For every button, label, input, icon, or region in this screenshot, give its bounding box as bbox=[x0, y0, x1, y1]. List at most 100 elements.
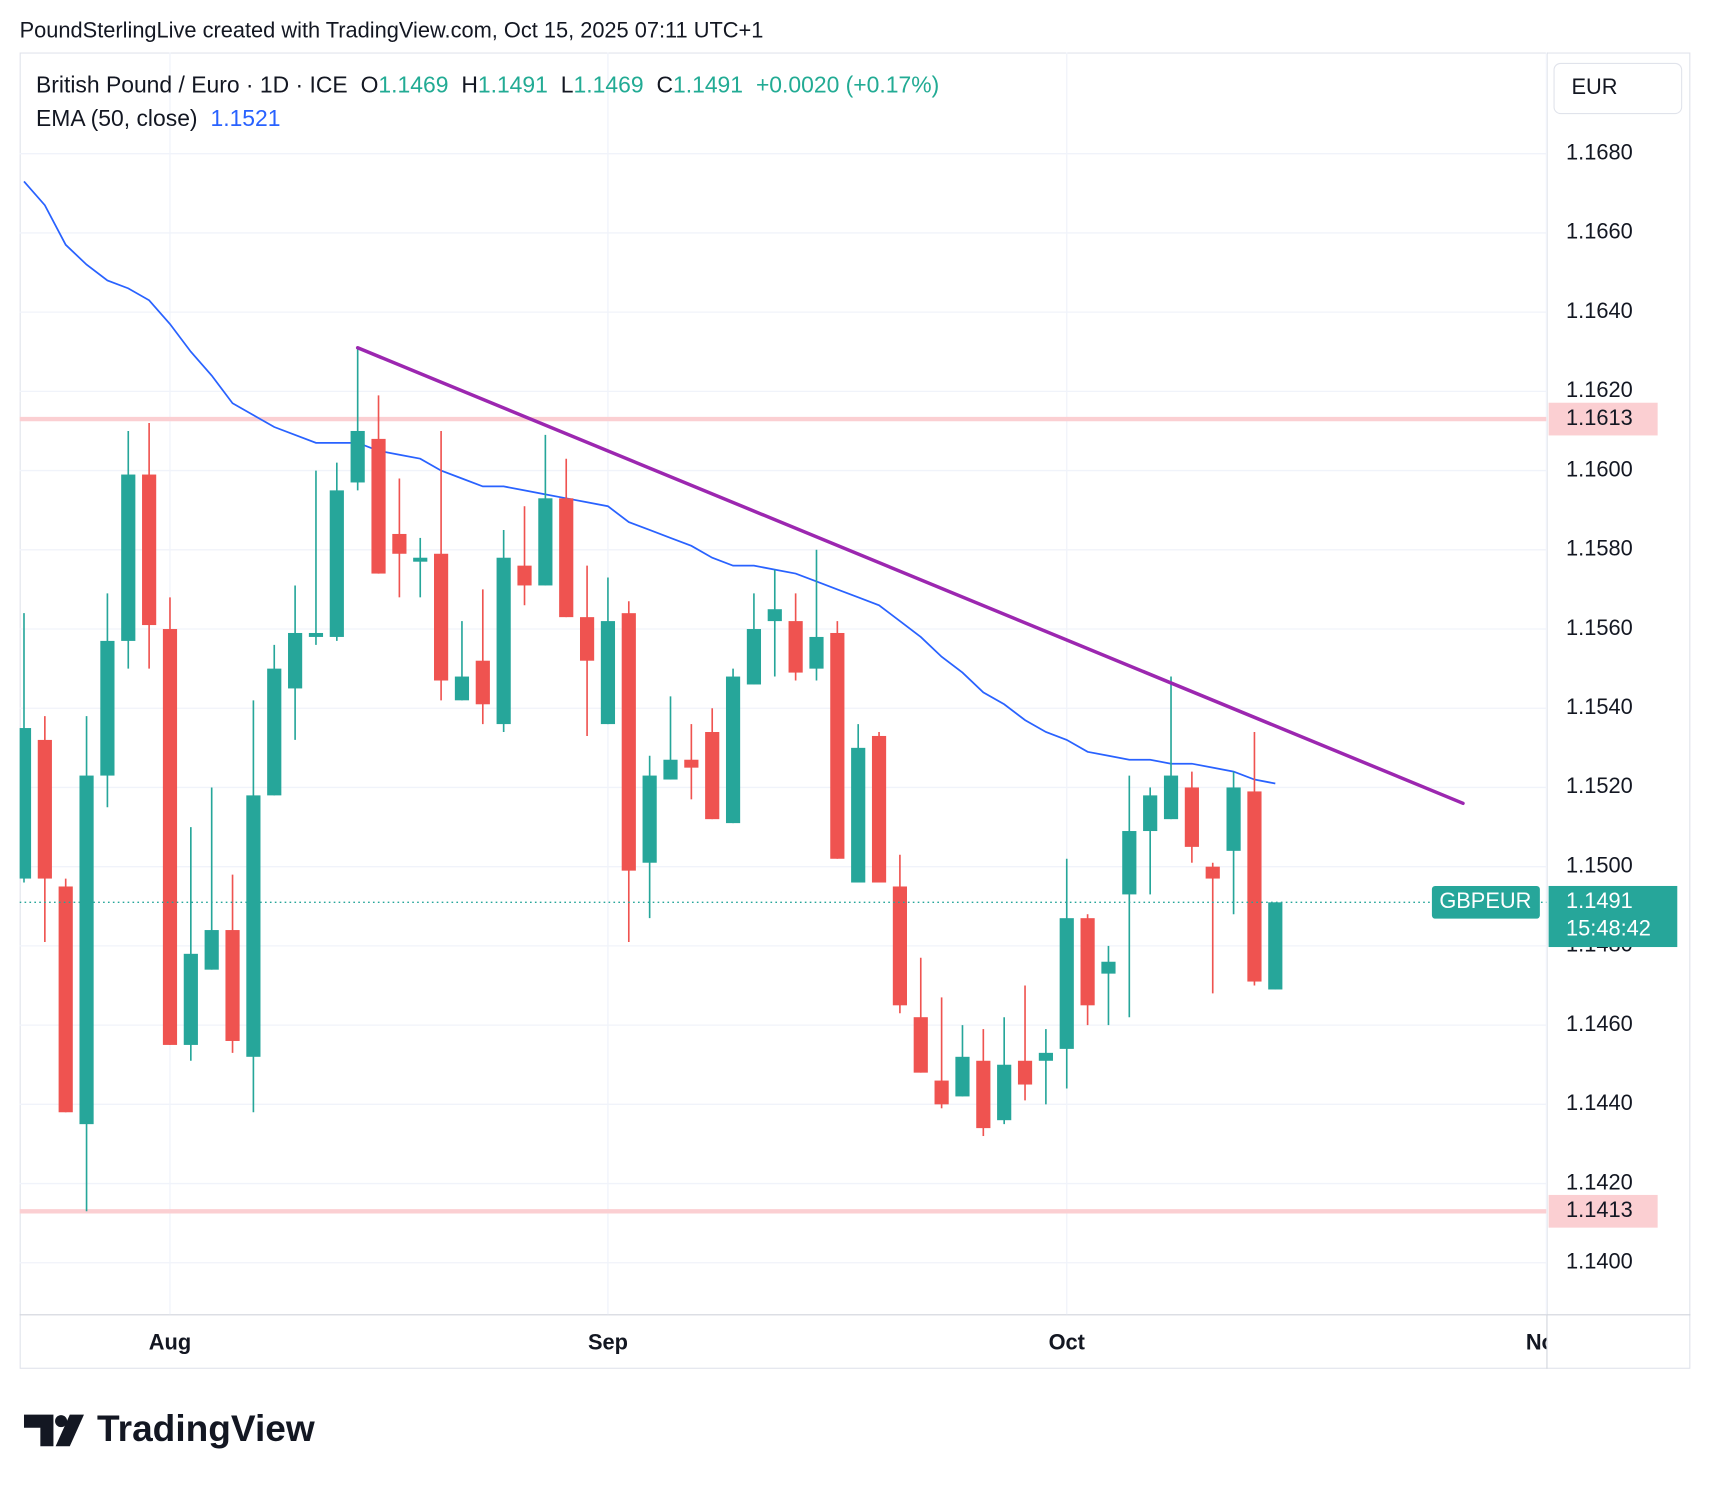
symbol-label: GBPEUR bbox=[1439, 888, 1531, 913]
x-tick-label: Sep bbox=[588, 1329, 628, 1354]
logo-icon bbox=[55, 1414, 84, 1447]
legend-row: British Pound / Euro · 1D · ICE O1.1469 … bbox=[36, 71, 939, 97]
candle-body bbox=[37, 739, 52, 879]
candle-body bbox=[725, 676, 741, 824]
y-tick-label: 1.1520 bbox=[1566, 773, 1633, 798]
high-value: 1.1491 bbox=[478, 71, 548, 97]
ema-value: 1.1521 bbox=[210, 105, 280, 131]
candle-body bbox=[288, 632, 303, 689]
candle-body bbox=[1059, 918, 1074, 1049]
plot bbox=[19, 180, 1547, 1214]
y-tick-label: 1.1560 bbox=[1566, 615, 1633, 640]
level-label: 1.1413 bbox=[1566, 1197, 1633, 1222]
candle-body bbox=[308, 632, 324, 637]
candle-body bbox=[934, 1080, 949, 1105]
currency-box[interactable] bbox=[1553, 62, 1683, 115]
symbol: British Pound / Euro · 1D · ICE bbox=[36, 71, 348, 97]
low-value: 1.1469 bbox=[574, 71, 644, 97]
trendline bbox=[355, 346, 1465, 806]
logo-text: TradingView bbox=[97, 1407, 315, 1449]
candle-body bbox=[162, 629, 178, 1045]
y-tick-label: 1.1660 bbox=[1566, 219, 1633, 244]
high-label: H bbox=[461, 71, 478, 97]
y-tick-label: 1.1460 bbox=[1566, 1011, 1633, 1036]
candle-body bbox=[1101, 961, 1116, 974]
price-axis: EUR 1.14001.14201.14401.14601.14801.1500… bbox=[1553, 62, 1683, 1274]
candle-body bbox=[851, 747, 866, 883]
currency: EUR bbox=[1571, 74, 1617, 99]
candle-body bbox=[225, 930, 240, 1041]
candle-body bbox=[913, 1017, 928, 1073]
candle-body bbox=[246, 795, 261, 1057]
y-tick-label: 1.1600 bbox=[1566, 456, 1633, 481]
candle-body bbox=[600, 621, 616, 725]
candle-body bbox=[830, 632, 845, 859]
price-tag bbox=[1548, 885, 1678, 948]
candle-body bbox=[79, 775, 94, 1125]
candle-body bbox=[1163, 775, 1179, 820]
candle-body bbox=[642, 775, 657, 863]
candle-body bbox=[19, 728, 32, 879]
candle-body bbox=[892, 886, 907, 1006]
candle-body bbox=[955, 1056, 970, 1097]
y-tick-label: 1.1400 bbox=[1566, 1249, 1633, 1274]
candle-body bbox=[1143, 795, 1158, 832]
candle-body bbox=[58, 886, 73, 1113]
candle-body bbox=[1038, 1052, 1053, 1061]
candle-body bbox=[1205, 866, 1220, 879]
logo-icon bbox=[23, 1414, 54, 1447]
candle-body bbox=[454, 676, 470, 701]
countdown: 15:48:42 bbox=[1566, 915, 1651, 940]
candle-body bbox=[183, 953, 198, 1045]
candle-body bbox=[1226, 787, 1241, 851]
y-tick-label: 1.1580 bbox=[1566, 536, 1633, 561]
candle-body bbox=[767, 609, 782, 622]
ema-name: EMA (50, close) bbox=[36, 105, 198, 131]
candle-body bbox=[1017, 1060, 1033, 1085]
candle-body bbox=[788, 621, 803, 673]
ema-legend: EMA (50, close) 1.1521 bbox=[36, 105, 281, 131]
candle-body bbox=[559, 498, 574, 618]
candle-body bbox=[475, 660, 490, 705]
symbol-tag bbox=[1431, 885, 1540, 919]
grid bbox=[19, 52, 1548, 1315]
y-tick-label: 1.1620 bbox=[1566, 377, 1633, 402]
candle-body bbox=[871, 735, 887, 883]
y-tick-label: 1.1680 bbox=[1566, 139, 1633, 164]
level-label: 1.1613 bbox=[1566, 405, 1633, 430]
legend: British Pound / Euro · 1D · ICE O1.1469 … bbox=[36, 71, 939, 131]
candle-body bbox=[705, 732, 720, 820]
candle-body bbox=[329, 490, 344, 637]
candle-body bbox=[517, 565, 532, 586]
candle-body bbox=[121, 474, 136, 641]
candle-body bbox=[1122, 831, 1137, 895]
candle-body bbox=[1184, 787, 1199, 847]
x-tick-label: Nov bbox=[1526, 1329, 1568, 1354]
y-tick-label: 1.1640 bbox=[1566, 298, 1633, 323]
candle-body bbox=[392, 533, 407, 554]
candle-body bbox=[1247, 791, 1262, 982]
candle-body bbox=[371, 438, 386, 574]
level-tag bbox=[1548, 402, 1658, 436]
close-value: 1.1491 bbox=[673, 71, 743, 97]
candle-body bbox=[579, 617, 595, 661]
logo: TradingView bbox=[23, 1407, 315, 1449]
low-label: L bbox=[561, 71, 574, 97]
candle-body bbox=[809, 636, 824, 669]
candle-body bbox=[434, 553, 449, 681]
candle-body bbox=[267, 668, 282, 796]
y-tick-label: 1.1540 bbox=[1566, 694, 1633, 719]
candle-body bbox=[1080, 918, 1095, 1006]
candle-body bbox=[663, 759, 678, 780]
candle-body bbox=[684, 759, 699, 768]
chart-frame bbox=[19, 52, 1691, 1369]
candle-body bbox=[538, 498, 553, 586]
candle-body bbox=[496, 557, 511, 725]
candle-body bbox=[746, 629, 762, 685]
ema-line bbox=[23, 180, 1276, 785]
candle-body bbox=[413, 557, 428, 562]
time-axis: Aug Sep Oct Nov bbox=[149, 1329, 1568, 1354]
logo-icon bbox=[55, 1415, 68, 1428]
